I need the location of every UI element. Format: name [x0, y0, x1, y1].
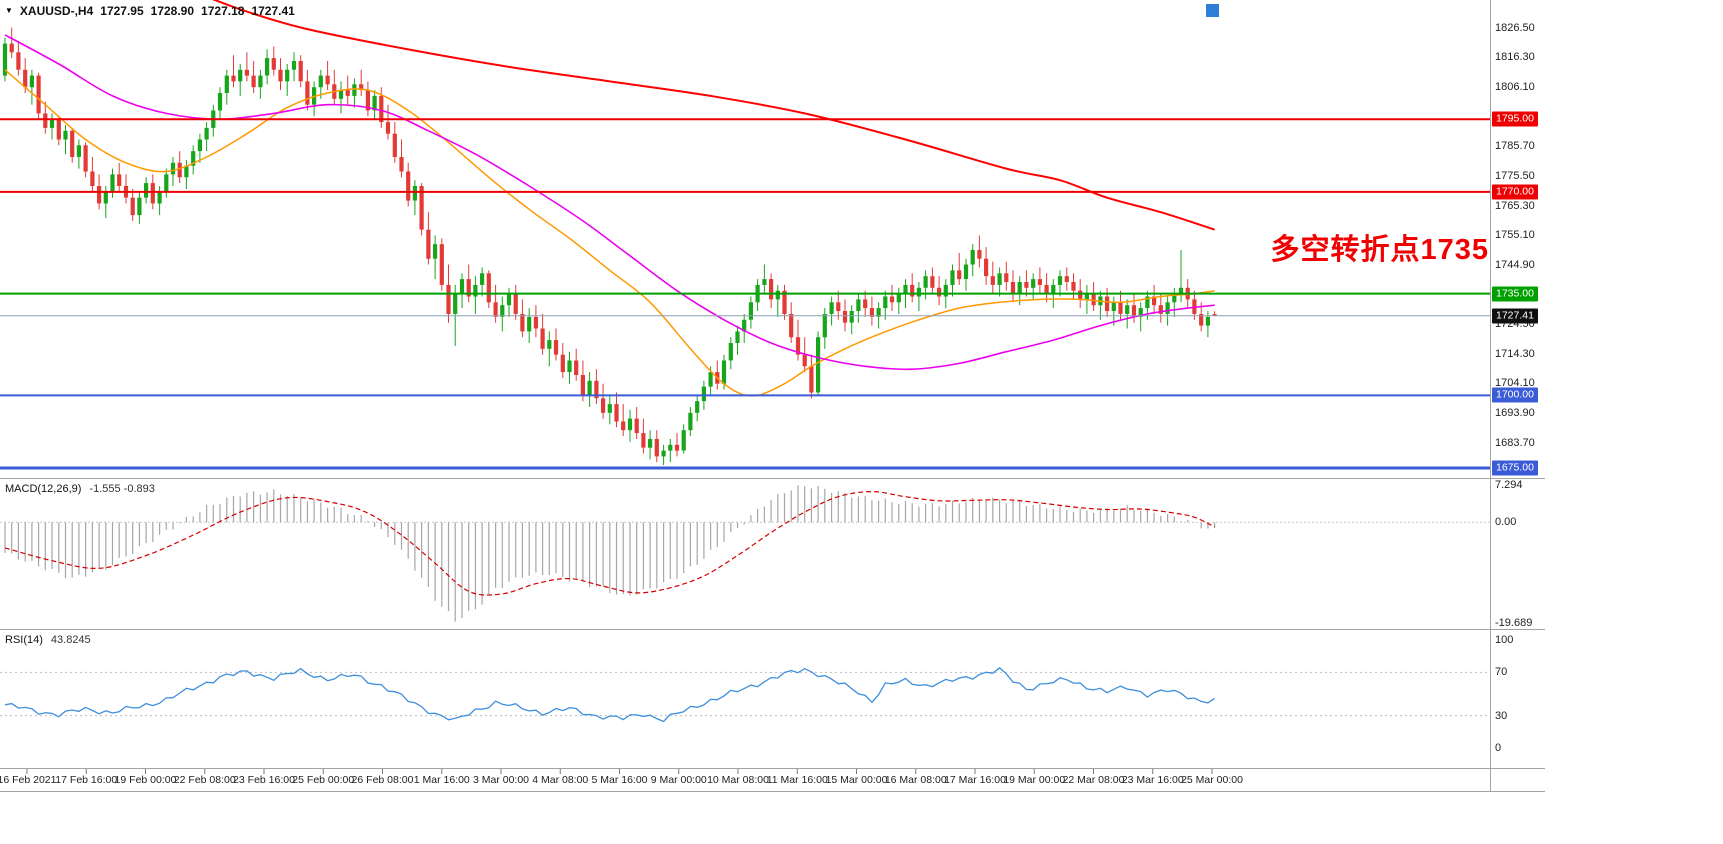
macd-signal-line — [4, 490, 1215, 596]
price-tick-label: 1785.70 — [1495, 140, 1535, 153]
ohlc-open: 1727.95 — [100, 4, 144, 18]
ma-mid-line — [4, 34, 1215, 371]
time-label: 22 Mar 08:00 — [1062, 774, 1125, 786]
macd-histogram — [4, 485, 1216, 622]
ma-fast-line — [4, 69, 1215, 397]
macd-indicator-label: MACD(12,26,9) -1.555 -0.893 — [5, 483, 155, 495]
time-label: 5 Mar 16:00 — [591, 774, 648, 786]
rsi-axis-label: 70 — [1495, 666, 1508, 679]
level-price-label: 1770.00 — [1492, 184, 1538, 200]
time-label: 25 Mar 00:00 — [1181, 774, 1243, 786]
price-tick-label: 1744.90 — [1495, 258, 1535, 271]
candlesticks — [2, 27, 1217, 466]
time-label: 1 Mar 16:00 — [413, 774, 470, 786]
time-label: 3 Mar 00:00 — [472, 774, 530, 786]
level-price-label: 1795.00 — [1492, 111, 1538, 127]
time-label: 23 Mar 16:00 — [1121, 774, 1184, 786]
level-price-label: 1700.00 — [1492, 387, 1538, 403]
time-label: 15 Mar 00:00 — [825, 774, 888, 786]
symbol-dropdown-icon[interactable]: ▼ — [5, 6, 13, 15]
rsi-axis-label: 30 — [1495, 709, 1508, 722]
price-tick-label: 1683.70 — [1495, 436, 1535, 449]
rsi-axis-label: 0 — [1495, 742, 1502, 754]
ma-slow-line — [212, 0, 1215, 231]
macd-axis-label: -19.689 — [1495, 616, 1533, 629]
macd-values: -1.555 -0.893 — [89, 483, 155, 495]
time-label: 16 Feb 2021 — [0, 774, 57, 786]
time-label: 19 Feb 00:00 — [114, 774, 177, 786]
price-tick-label: 1775.50 — [1495, 169, 1535, 182]
time-label: 16 Mar 08:00 — [884, 774, 947, 786]
price-tick-label: 1714.30 — [1495, 347, 1535, 360]
rsi-line — [4, 667, 1215, 723]
level-price-label: 1735.00 — [1492, 286, 1538, 302]
macd-axis-label: 7.294 — [1495, 478, 1523, 491]
price-tick-label: 1765.30 — [1495, 199, 1535, 212]
rsi-axis-label: 100 — [1495, 634, 1514, 646]
price-tick-label: 1693.90 — [1495, 407, 1535, 420]
macd-name: MACD(12,26,9) — [5, 483, 82, 495]
time-label: 25 Feb 00:00 — [292, 774, 355, 786]
time-label: 19 Mar 00:00 — [1003, 774, 1066, 786]
time-label: 26 Feb 08:00 — [351, 774, 414, 786]
symbol-timeframe: XAUUSD-,H4 — [19, 4, 94, 18]
time-label: 23 Feb 16:00 — [233, 774, 295, 786]
chart-title: ▼ XAUUSD-,H4 1727.95 1728.90 1727.18 172… — [5, 4, 295, 18]
current-price-label: 1727.41 — [1492, 308, 1538, 324]
price-axis[interactable]: 1826.50 1816.30 1806.10 1785.70 1775.50 1765.… — [1491, 0, 1571, 792]
macd-axis-label: 0.00 — [1495, 516, 1517, 529]
annotation-text[interactable]: 多空转折点1735 — [1270, 234, 1489, 266]
ohlc-close: 1727.41 — [251, 4, 295, 18]
price-tick-label: 1704.10 — [1495, 377, 1535, 390]
price-tick-label: 1806.10 — [1495, 80, 1535, 93]
time-label: 10 Mar 08:00 — [707, 774, 769, 786]
chart-shift-marker[interactable] — [1206, 4, 1219, 17]
rsi-value: 43.8245 — [50, 634, 91, 646]
ohlc-low: 1727.18 — [201, 4, 245, 18]
chart-canvas[interactable] — [0, 0, 1545, 792]
rsi-indicator-label: RSI(14) 43.8245 — [5, 634, 91, 646]
time-label: 4 Mar 08:00 — [532, 774, 589, 786]
time-label: 17 Mar 16:00 — [944, 774, 1006, 786]
time-label: 17 Feb 16:00 — [55, 774, 118, 786]
time-label: 22 Feb 08:00 — [173, 774, 236, 786]
time-label: 9 Mar 00:00 — [650, 774, 707, 786]
price-tick-label: 1826.50 — [1495, 21, 1535, 34]
price-tick-label: 1816.30 — [1495, 51, 1535, 64]
time-label: 11 Mar 16:00 — [766, 774, 828, 786]
ohlc-high: 1728.90 — [150, 4, 195, 18]
price-tick-label: 1755.10 — [1495, 229, 1535, 242]
time-axis[interactable]: 16 Feb 2021 17 Feb 16:00 19 Feb 00:00 22 Fe… — [0, 769, 1490, 792]
rsi-name: RSI(14) — [5, 634, 43, 646]
level-price-label: 1675.00 — [1492, 460, 1538, 476]
